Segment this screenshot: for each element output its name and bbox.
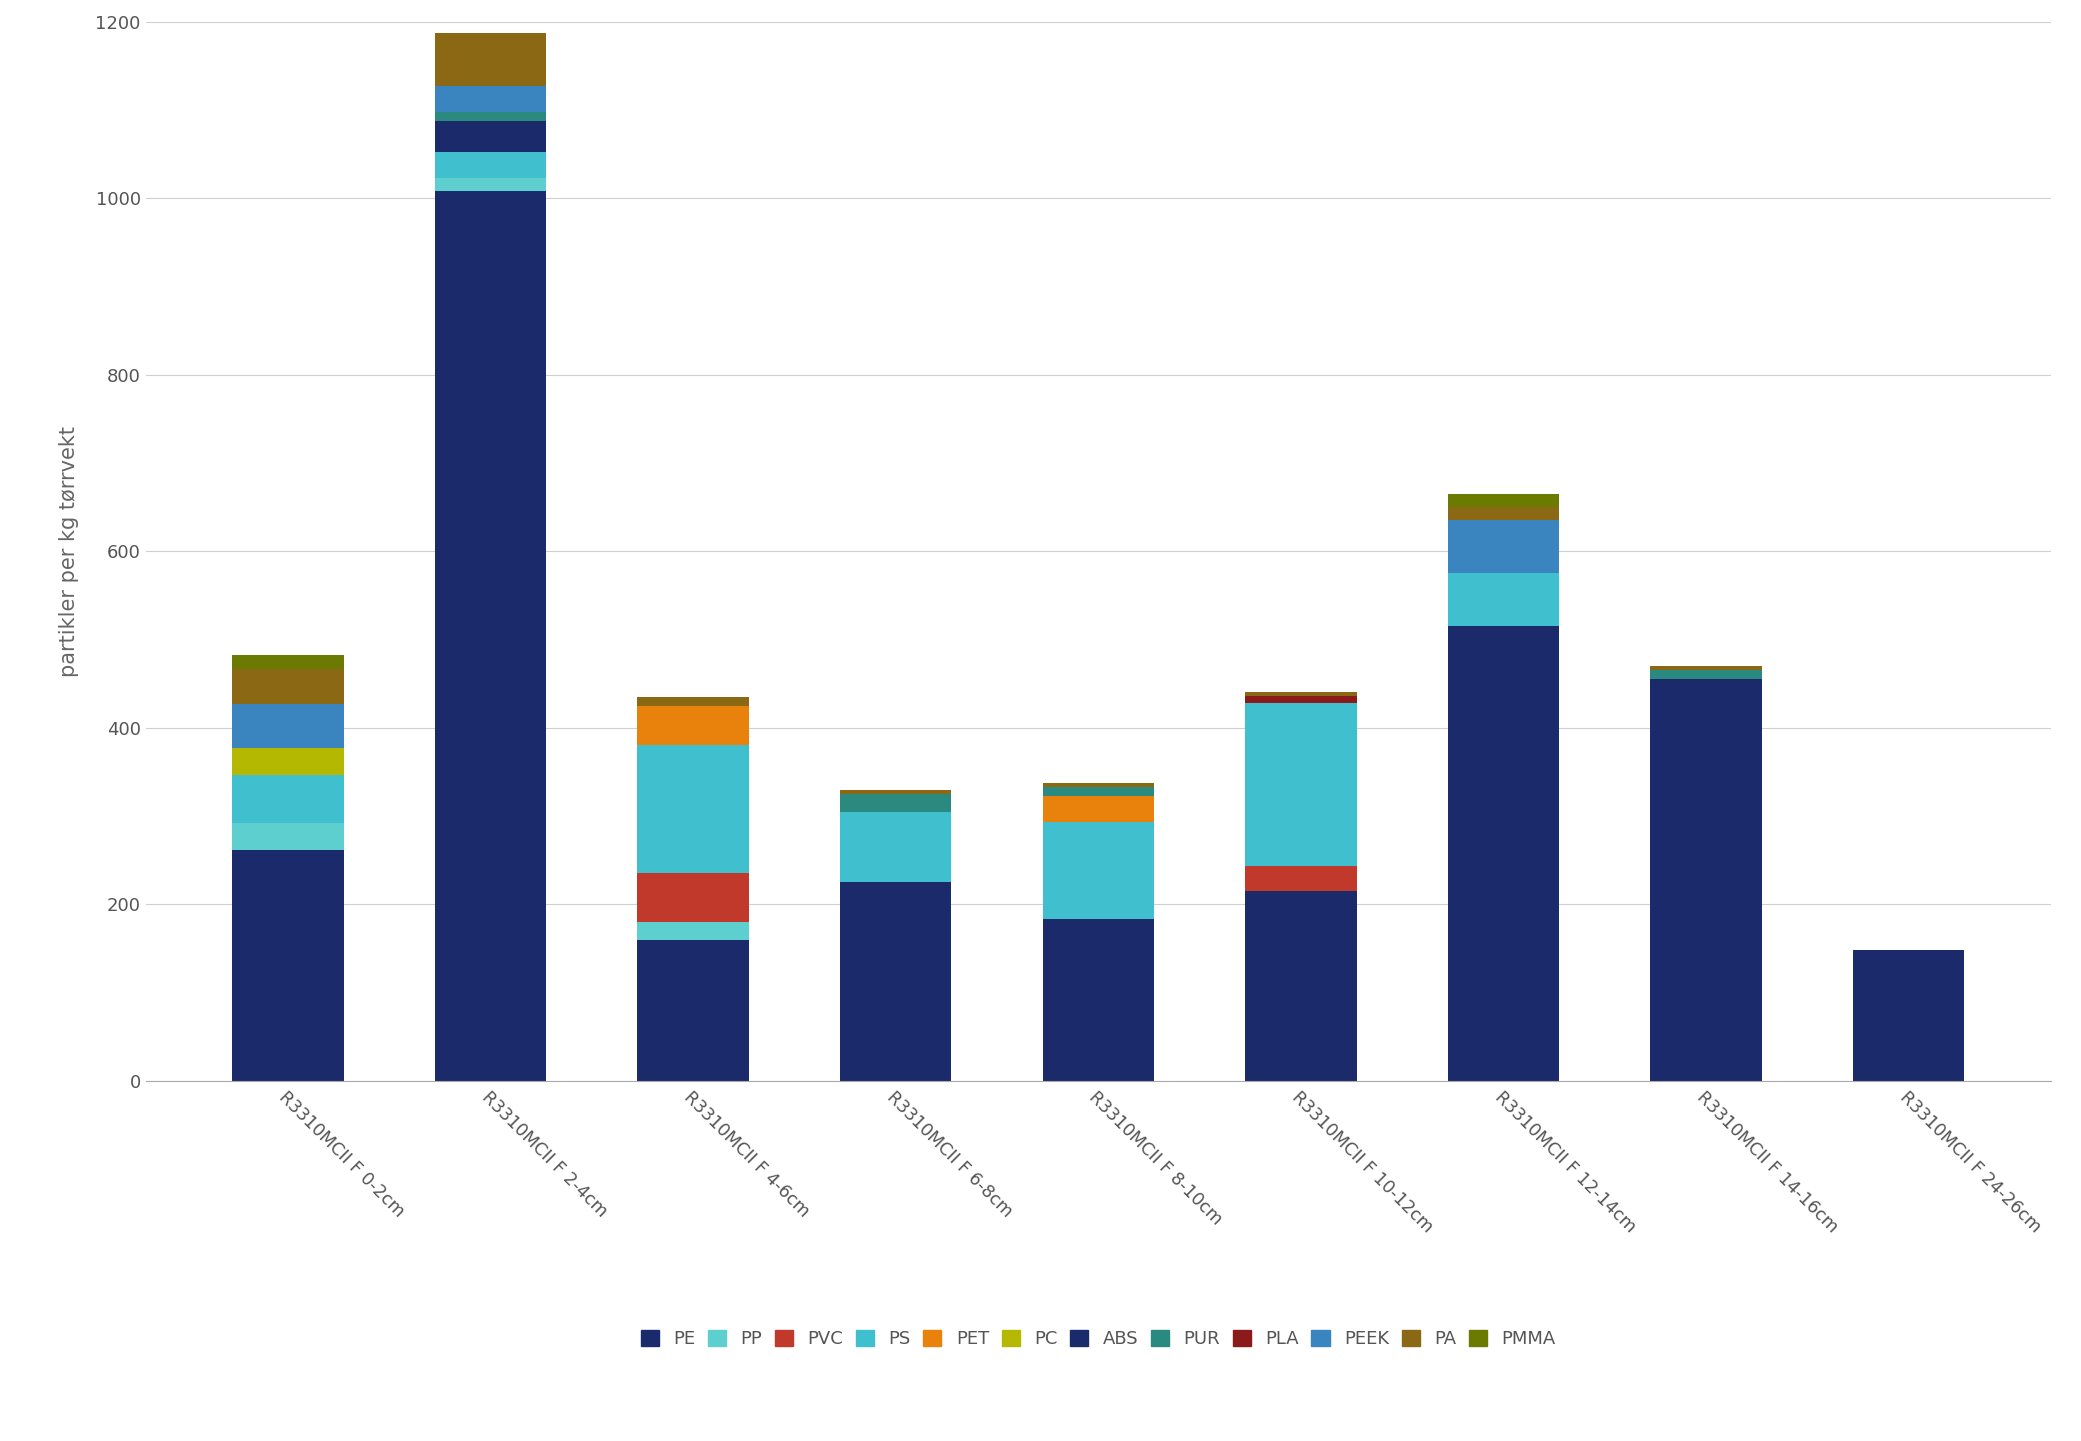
Bar bbox=[1650, 666, 1763, 670]
Bar bbox=[1244, 703, 1357, 866]
Bar bbox=[1043, 823, 1155, 919]
Bar bbox=[637, 940, 749, 1081]
Bar bbox=[435, 85, 547, 112]
Bar bbox=[637, 922, 749, 940]
Bar bbox=[435, 179, 547, 192]
Bar bbox=[233, 656, 343, 669]
Bar bbox=[1244, 866, 1357, 891]
Bar bbox=[1043, 782, 1155, 787]
Bar bbox=[435, 192, 547, 1081]
Y-axis label: partikler per kg tørrvekt: partikler per kg tørrvekt bbox=[58, 427, 79, 677]
Bar bbox=[233, 669, 343, 705]
Bar bbox=[1244, 891, 1357, 1081]
Bar bbox=[435, 151, 547, 179]
Bar bbox=[1244, 692, 1357, 696]
Bar bbox=[1448, 574, 1559, 627]
Bar bbox=[233, 705, 343, 748]
Bar bbox=[233, 850, 343, 1081]
Bar bbox=[841, 790, 951, 794]
Bar bbox=[1650, 679, 1763, 1081]
Bar bbox=[1650, 670, 1763, 679]
Bar bbox=[1852, 950, 1964, 1081]
Bar bbox=[1448, 494, 1559, 507]
Bar bbox=[233, 748, 343, 775]
Bar bbox=[233, 775, 343, 823]
Bar bbox=[435, 112, 547, 121]
Bar bbox=[435, 121, 547, 151]
Bar bbox=[637, 873, 749, 922]
Bar bbox=[1448, 627, 1559, 1081]
Legend: PE, PP, PVC, PS, PET, PC, ABS, PUR, PLA, PEEK, PA, PMMA: PE, PP, PVC, PS, PET, PC, ABS, PUR, PLA,… bbox=[633, 1323, 1563, 1356]
Bar bbox=[1244, 696, 1357, 703]
Bar bbox=[637, 745, 749, 873]
Bar bbox=[233, 823, 343, 850]
Bar bbox=[841, 882, 951, 1081]
Bar bbox=[637, 697, 749, 706]
Bar bbox=[1043, 919, 1155, 1081]
Bar bbox=[1448, 520, 1559, 574]
Bar bbox=[1043, 795, 1155, 823]
Bar bbox=[435, 33, 547, 85]
Bar bbox=[1448, 507, 1559, 520]
Bar bbox=[637, 706, 749, 745]
Bar bbox=[1043, 787, 1155, 795]
Bar bbox=[841, 811, 951, 882]
Bar bbox=[841, 794, 951, 811]
